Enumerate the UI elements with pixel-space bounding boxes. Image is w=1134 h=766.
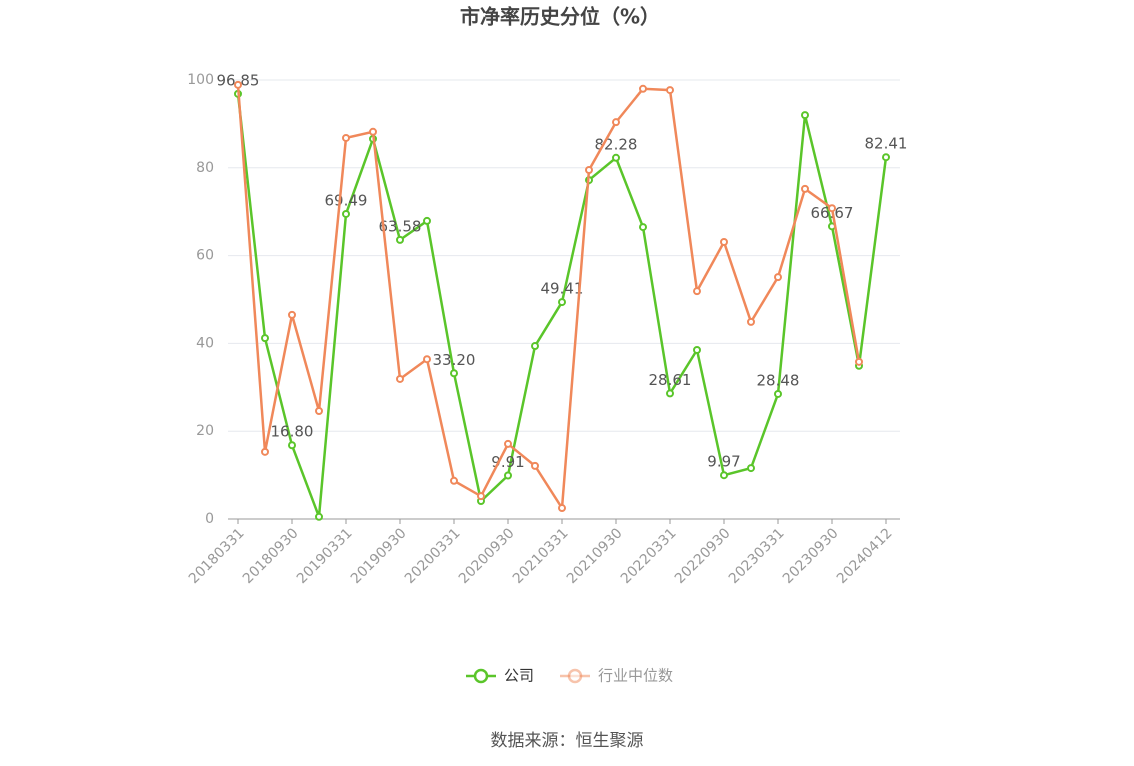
point (531, 461, 539, 470)
point (396, 235, 404, 244)
point (639, 223, 647, 232)
point (801, 111, 809, 120)
point (801, 184, 809, 193)
point (585, 165, 593, 174)
chart-title: 市净率历史分位（%） (460, 5, 660, 29)
point (612, 153, 620, 162)
point (288, 441, 296, 450)
point (450, 476, 458, 485)
point (234, 80, 242, 89)
legend-marker (567, 668, 583, 684)
x-tick-label: 20230331 (726, 525, 788, 587)
point (720, 471, 728, 480)
point (747, 317, 755, 326)
x-tick-label: 20190331 (294, 525, 356, 587)
x-tick-label: 20210930 (564, 525, 626, 587)
x-tick-label: 20210331 (510, 525, 572, 587)
point (639, 84, 647, 93)
point (342, 209, 350, 218)
point (855, 357, 863, 366)
data-label: 69.49 (325, 191, 368, 209)
point (342, 133, 350, 142)
x-tick-label: 20240412 (834, 525, 896, 587)
point (531, 342, 539, 351)
point (315, 407, 323, 416)
x-tick-label: 20180930 (240, 525, 302, 587)
point (747, 464, 755, 473)
point (477, 492, 485, 501)
data-label: 63.58 (379, 217, 422, 235)
x-tick-label: 20180331 (186, 525, 248, 587)
point (423, 216, 431, 225)
point (396, 374, 404, 383)
point (450, 369, 458, 378)
series-line (236, 84, 861, 512)
data-label: 28.61 (649, 371, 692, 389)
legend-marker (473, 668, 489, 684)
x-tick-label: 20190930 (348, 525, 410, 587)
y-tick-label: 0 (205, 511, 214, 527)
point (261, 447, 269, 456)
point (504, 471, 512, 480)
point (774, 273, 782, 282)
x-tick-label: 20200331 (402, 525, 464, 587)
point (558, 298, 566, 307)
point (504, 439, 512, 448)
x-tick-label: 20220930 (672, 525, 734, 587)
x-tick-label: 20220331 (618, 525, 680, 587)
point (693, 345, 701, 354)
legend-label: 公司 (504, 667, 534, 685)
point (315, 512, 323, 521)
data-label: 82.41 (865, 135, 908, 153)
point (612, 118, 620, 127)
legend-label: 行业中位数 (598, 667, 673, 685)
y-tick-label: 80 (196, 160, 214, 176)
point (774, 389, 782, 398)
point (720, 237, 728, 246)
point (288, 310, 296, 319)
data-label: 33.20 (433, 351, 476, 369)
point (666, 86, 674, 95)
x-tick-label: 20200930 (456, 525, 518, 587)
point (693, 287, 701, 296)
y-tick-label: 40 (196, 335, 214, 351)
data-label: 28.48 (757, 371, 800, 389)
point (261, 334, 269, 343)
x-tick-label: 20230930 (780, 525, 842, 587)
point (828, 204, 836, 213)
y-tick-label: 60 (196, 248, 214, 264)
y-tick-label: 20 (196, 423, 214, 439)
source: 数据来源：恒生聚源 (491, 731, 644, 751)
point (423, 355, 431, 364)
data-label: 16.80 (271, 423, 314, 441)
data-label: 9.97 (707, 453, 740, 471)
data-label: 96.85 (217, 71, 260, 89)
point (369, 127, 377, 136)
data-label: 49.41 (541, 280, 584, 298)
y-tick-label: 100 (187, 72, 214, 88)
point (882, 153, 890, 162)
point (558, 504, 566, 513)
point (666, 389, 674, 398)
